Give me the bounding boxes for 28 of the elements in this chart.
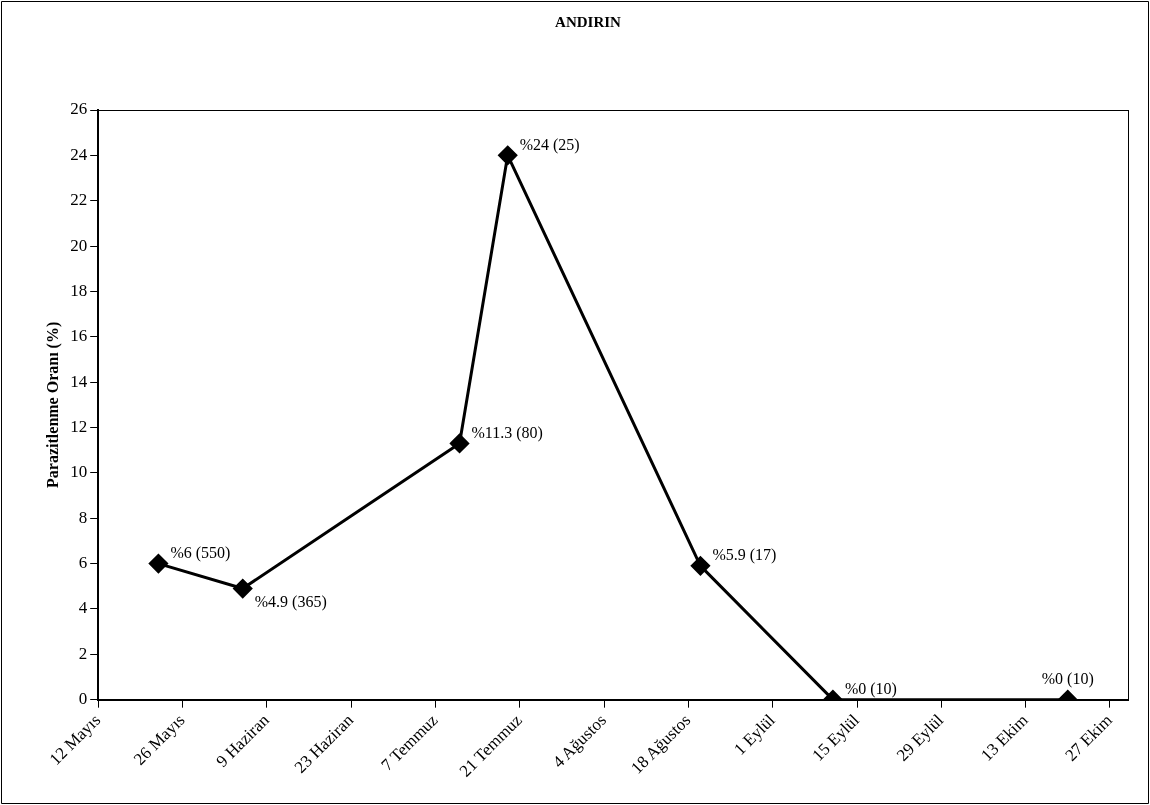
data-label: %4.9 (365): [254, 592, 327, 611]
data-label: %5.9 (17): [712, 546, 777, 565]
y-tick-label: 22: [70, 190, 88, 210]
chart-title: ANDIRIN: [555, 13, 622, 30]
y-tick-label: 2: [78, 643, 88, 663]
y-tick-label: 12: [70, 416, 88, 436]
point: [690, 556, 710, 576]
y-tick-label: 6: [78, 553, 88, 573]
point: [498, 145, 518, 165]
y-tick-label: 8: [78, 507, 88, 527]
y-tick-label: 14: [70, 371, 88, 391]
data-label: %24 (25): [519, 135, 580, 154]
y-tick-label: 20: [70, 235, 88, 255]
data-label: %0 (10): [1041, 669, 1094, 688]
point: [148, 554, 168, 574]
y-tick-label: 26: [70, 99, 88, 119]
data-label: %6 (550): [170, 543, 231, 562]
y-tick-label: 16: [70, 326, 88, 346]
y-tick-label: 10: [70, 462, 88, 482]
y-tick-label: 24: [70, 144, 88, 164]
data-label: %11.3 (80): [471, 423, 543, 442]
point: [233, 579, 253, 599]
point: [450, 433, 470, 453]
y-tick-label: 18: [70, 280, 88, 300]
y-axis-title: Parazitlenme Oranı (%): [43, 321, 62, 488]
data-label: %0 (10): [844, 679, 897, 698]
y-tick-label: 4: [78, 598, 88, 618]
y-tick-label: 0: [78, 689, 88, 709]
